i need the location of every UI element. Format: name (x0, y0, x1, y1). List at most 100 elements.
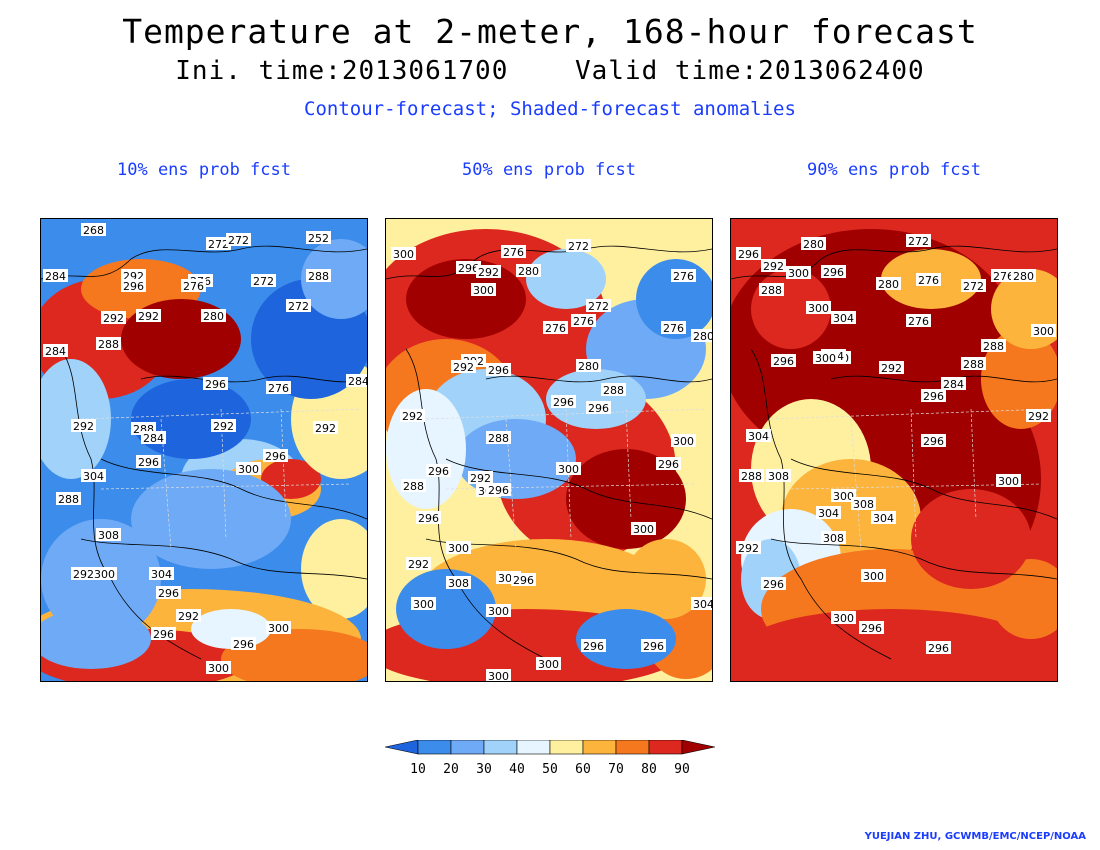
contour-label: 304 (691, 597, 712, 611)
contour-line (790, 458, 1057, 520)
anomaly-region (41, 609, 151, 669)
svg-text:296: 296 (923, 435, 944, 448)
svg-text:300: 300 (413, 598, 434, 611)
contour-label: 296 (121, 279, 146, 293)
anomaly-region (131, 469, 291, 569)
contour-label: 304 (871, 511, 896, 525)
svg-text:292300: 292300 (73, 568, 115, 581)
contour-label: 272 (286, 299, 311, 313)
svg-text:308: 308 (823, 532, 844, 545)
svg-text:296: 296 (158, 587, 179, 600)
contour-label: 252 (306, 231, 331, 245)
svg-text:288: 288 (58, 493, 79, 506)
svg-text:280: 280 (578, 360, 599, 373)
svg-text:296: 296 (763, 578, 784, 591)
contour-line (100, 458, 367, 520)
contour-label: 276 (916, 273, 941, 287)
svg-text:296: 296 (488, 364, 509, 377)
svg-text:288: 288 (488, 432, 509, 445)
contour-label: 288 (961, 357, 986, 371)
svg-text:300: 300 (833, 490, 854, 503)
contour-label: 300 (471, 283, 496, 297)
svg-text:308: 308 (98, 529, 119, 542)
contour-label: 292 (476, 265, 501, 279)
contour-label: 300 (391, 247, 416, 261)
svg-text:300: 300 (473, 284, 494, 297)
contour-label: 292 (313, 421, 338, 435)
contour-label: 296 (136, 455, 161, 469)
contour-label: 288 (739, 469, 764, 483)
svg-text:288: 288 (983, 340, 1004, 353)
contour-label: 272 (586, 299, 611, 313)
contour-label: 292 (406, 557, 431, 571)
svg-text:276: 276 (545, 322, 566, 335)
contour-label: 292 (211, 419, 236, 433)
anomaly-region (626, 539, 706, 619)
svg-text:276: 276 (908, 315, 929, 328)
svg-text:272: 272 (288, 300, 309, 313)
svg-text:292: 292 (881, 362, 902, 375)
state-borders (80, 408, 362, 550)
contour-label: 300 (556, 462, 581, 476)
contour-label: 296 (151, 627, 176, 641)
contour-line (731, 245, 1057, 280)
colorbar-segment (450, 740, 485, 755)
svg-text:272: 272 (588, 300, 609, 313)
contour-label: 304 (831, 311, 856, 325)
map-panel-90: 296 280 272 292 300 296 288 280 276 272 300 304 276 2… (730, 218, 1058, 682)
svg-text:276: 276 (673, 270, 694, 283)
svg-text:276: 276 (268, 382, 289, 395)
contour-label: 284 (43, 269, 68, 283)
svg-text:300: 300 (488, 605, 509, 618)
contour-label: 288 (759, 283, 784, 297)
contour-label: 288 (601, 383, 626, 397)
contour-line (750, 348, 892, 660)
contour-label: 276 (661, 321, 686, 335)
contour-label: 300 (1031, 324, 1056, 338)
contour-label: 300 (536, 657, 561, 671)
contour-label: 276 (571, 314, 596, 328)
svg-text:300: 300 (863, 570, 884, 583)
contour-label: 280 (801, 237, 826, 251)
contour-line (386, 245, 712, 280)
svg-text:308: 308 (853, 498, 874, 511)
contour-label: 292 (136, 309, 161, 323)
svg-text:284: 284 (143, 432, 164, 445)
svg-text:292: 292 (402, 410, 423, 423)
svg-text:296: 296 (153, 628, 174, 641)
contour-line (770, 538, 1057, 580)
colorbar-tick-label: 90 (674, 762, 690, 777)
contour-label: 284 (346, 374, 367, 388)
svg-text:296: 296 (588, 402, 609, 415)
credit-text: YUEJIAN ZHU, GCWMB/EMC/NCEP/NOAA (864, 831, 1086, 842)
svg-text:300: 300 (808, 302, 829, 315)
svg-text:284: 284 (348, 375, 367, 388)
anomaly-region (741, 609, 1041, 681)
svg-text:304: 304 (818, 507, 839, 520)
svg-text:284: 284 (45, 270, 66, 283)
contour-label: 292 (451, 360, 476, 374)
svg-text:308: 308 (768, 470, 789, 483)
svg-text:288: 288 (603, 384, 624, 397)
contour-label: 296 (486, 483, 511, 497)
colorbar-tick-label: 30 (476, 762, 492, 777)
svg-text:296: 296 (205, 378, 226, 391)
contour-label: 296 (511, 573, 536, 587)
state-borders (770, 408, 1052, 550)
svg-text:292: 292 (315, 422, 336, 435)
contour-label: 276 (266, 381, 291, 395)
colorbar-segment (615, 740, 650, 755)
anomaly-region (911, 489, 1031, 589)
svg-text:276: 276 (918, 274, 939, 287)
contour-label: 296 (263, 449, 288, 463)
contour-labels: 2922962922762722802763002722762802922762… (391, 239, 712, 681)
svg-text:300: 300 (633, 523, 654, 536)
svg-text:304: 304 (693, 598, 712, 611)
init-time: Ini. time:2013061700 (175, 56, 509, 86)
contour-label: 280 (691, 329, 712, 343)
contour-label: 296 (771, 354, 796, 368)
svg-text:272: 272 (568, 240, 589, 253)
map-canvas-50: 2922962922762722802763002722762802922762… (386, 219, 712, 681)
svg-text:284: 284 (45, 345, 66, 358)
